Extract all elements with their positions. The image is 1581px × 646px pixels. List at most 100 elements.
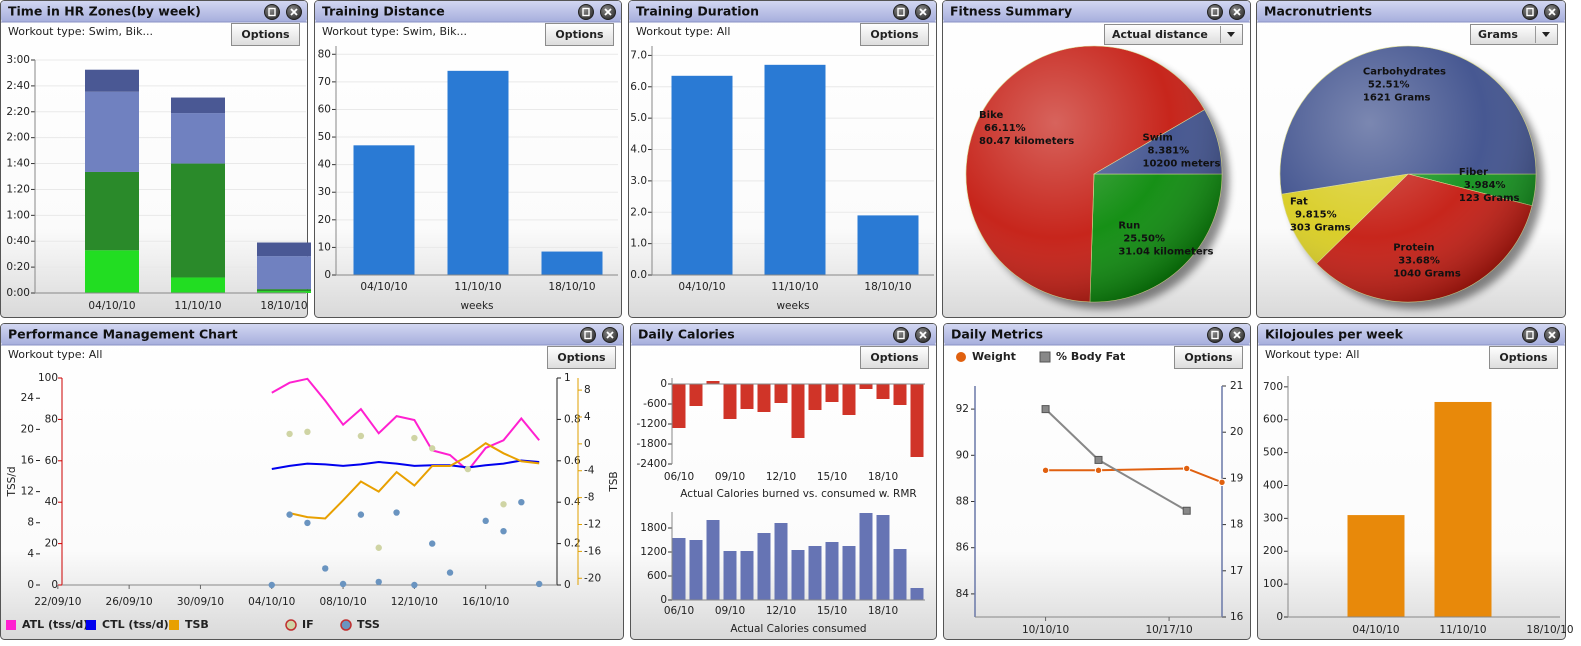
y-tick-label: 19 xyxy=(1230,472,1243,484)
y-tick-label: 600 xyxy=(647,570,667,582)
y-tick-label: 1800 xyxy=(640,522,667,534)
x-tick-label: 04/10/10 xyxy=(360,281,407,293)
options-button[interactable] xyxy=(231,23,300,46)
close-icon xyxy=(919,331,927,339)
x-tick-label: 22/09/10 xyxy=(34,596,81,608)
bar xyxy=(764,64,826,275)
y-tick-label: 18 xyxy=(1230,519,1243,531)
y-tick-label: 0 xyxy=(584,438,591,450)
y-tick-label: 1:40 xyxy=(6,158,30,170)
series-line xyxy=(271,377,540,473)
x-tick-label: 11/10/10 xyxy=(454,281,501,293)
options-button[interactable] xyxy=(860,23,929,46)
panel-header xyxy=(1258,324,1565,345)
options-button[interactable] xyxy=(860,346,929,369)
close-icon xyxy=(1233,8,1241,16)
point xyxy=(268,581,275,589)
options-button[interactable] xyxy=(1489,346,1558,369)
y-tick-label: 0:40 xyxy=(6,235,30,247)
slice-detail: 10200 meters xyxy=(1143,159,1221,170)
y-tick-label: 0 xyxy=(51,579,58,591)
subtitle: Workout type: Swim, Bik... xyxy=(8,25,153,38)
x-tick-label: 18/10 xyxy=(868,605,898,617)
y-tick-label: 2:20 xyxy=(6,106,30,118)
legend-swatch xyxy=(956,352,966,362)
x-tick-label: 11/10/10 xyxy=(1439,624,1486,636)
slice-detail: 31.04 kilometers xyxy=(1118,246,1213,257)
options-label: Options xyxy=(557,351,606,364)
y-tick-label: 80 xyxy=(45,413,58,425)
bar xyxy=(876,515,890,600)
restore-icon xyxy=(1211,330,1219,340)
point xyxy=(446,569,454,576)
bar xyxy=(774,523,788,600)
y-axis-label: TSS/d xyxy=(6,467,18,498)
slice-percent: 66.11% xyxy=(984,123,1026,134)
y-tick-label: 2.0 xyxy=(630,206,647,218)
y-tick-label: 0.8 xyxy=(564,413,581,425)
dropdown[interactable] xyxy=(1104,24,1243,45)
y-tick-label: 400 xyxy=(1263,479,1283,491)
close-icon xyxy=(290,8,298,16)
slice-percent: 3.984% xyxy=(1464,180,1506,191)
y-tick-label: 88 xyxy=(956,496,969,508)
y-tick-label: 7.0 xyxy=(630,49,647,61)
panel-header xyxy=(1,1,307,22)
legend-swatch xyxy=(1039,351,1051,363)
point xyxy=(286,430,293,438)
panel-title: Training Duration xyxy=(636,4,759,19)
x-tick-label: 15/10 xyxy=(817,471,847,483)
bar-segment xyxy=(171,113,225,164)
x-axis-label: Actual Calories burned vs. consumed w. R… xyxy=(680,488,916,500)
restore-button[interactable] xyxy=(578,4,594,20)
options-button[interactable] xyxy=(1174,346,1243,369)
bar xyxy=(689,384,703,406)
restore-button[interactable] xyxy=(1522,4,1538,20)
panel xyxy=(0,0,308,318)
options-button[interactable] xyxy=(547,346,616,369)
restore-button[interactable] xyxy=(893,327,909,343)
point xyxy=(518,499,525,506)
y-tick-label: -4 xyxy=(584,465,595,477)
x-axis-label: Actual Calories consumed xyxy=(730,623,866,635)
restore-button[interactable] xyxy=(1207,327,1223,343)
pie-gloss xyxy=(1280,46,1536,302)
bar xyxy=(757,384,771,412)
panel-header xyxy=(943,1,1250,22)
restore-button[interactable] xyxy=(893,4,909,20)
dropdown-label: Actual distance xyxy=(1112,28,1208,41)
slice-detail: 1621 Grams xyxy=(1363,93,1431,104)
x-tick-label: 30/09/10 xyxy=(177,596,224,608)
panel-title: Kilojoules per week xyxy=(1265,327,1404,342)
restore-button[interactable] xyxy=(1207,4,1223,20)
slice-label: Fiber xyxy=(1459,167,1488,178)
panel-header xyxy=(1257,1,1565,22)
point xyxy=(322,565,329,572)
x-tick-label: 18/10/10 xyxy=(1526,624,1573,636)
panel-header xyxy=(1,324,623,345)
point xyxy=(375,578,382,586)
restore-button[interactable] xyxy=(264,4,280,20)
options-label: Options xyxy=(1499,351,1548,364)
options-label: Options xyxy=(1184,351,1233,364)
slice-percent: 25.50% xyxy=(1123,233,1165,244)
y-tick-label: 10 xyxy=(318,241,331,253)
bar-segment xyxy=(85,91,139,172)
panel-title: Daily Metrics xyxy=(951,327,1043,342)
y-tick-label: 4 xyxy=(584,411,591,423)
legend-swatch xyxy=(285,619,297,631)
restore-button[interactable] xyxy=(1522,327,1538,343)
point xyxy=(1183,464,1191,473)
close-icon xyxy=(1548,8,1556,16)
panel-title: Training Distance xyxy=(322,4,445,19)
options-button[interactable] xyxy=(545,23,614,46)
bar xyxy=(541,251,603,275)
close-icon xyxy=(1233,331,1241,339)
y-tick-label: 16 xyxy=(1230,611,1244,623)
x-tick-label: 09/10 xyxy=(715,471,745,483)
bar-segment xyxy=(171,97,225,114)
restore-button[interactable] xyxy=(580,327,596,343)
slice-detail: 1040 Grams xyxy=(1393,269,1461,280)
point xyxy=(1094,466,1103,475)
point xyxy=(339,580,347,588)
